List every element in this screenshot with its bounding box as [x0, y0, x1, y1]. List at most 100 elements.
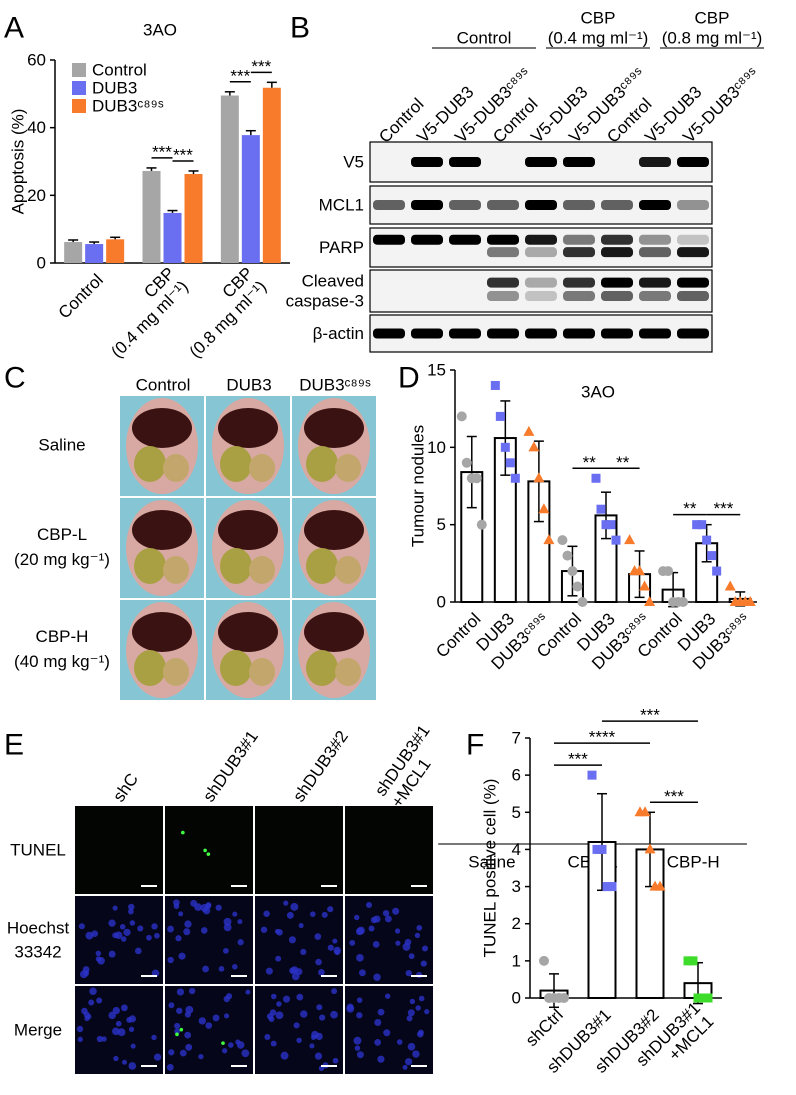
blot-band	[449, 328, 481, 339]
column-label: shDUB3#1	[199, 727, 262, 805]
data-point	[533, 472, 545, 483]
nucleus	[113, 1055, 119, 1062]
data-point	[602, 882, 612, 892]
nucleus	[121, 1059, 127, 1065]
nucleus	[174, 1028, 180, 1035]
nucleus	[119, 924, 126, 930]
photo-gut	[249, 658, 275, 686]
row-label: 33342	[14, 943, 61, 962]
nucleus	[232, 911, 238, 917]
significance-label: ***	[714, 499, 734, 518]
y-axis-label: Tumour nodules	[409, 425, 428, 547]
nucleus	[416, 924, 423, 931]
photo-gut	[134, 446, 166, 482]
y-tick-label: 10	[427, 438, 446, 457]
blot-band	[639, 247, 671, 258]
photo-gut	[163, 658, 189, 686]
tunel-signal	[206, 852, 211, 856]
data-point	[693, 993, 703, 1003]
nucleus	[112, 905, 118, 911]
nucleus	[408, 953, 415, 960]
nucleus	[153, 1053, 162, 1061]
nucleus	[286, 911, 294, 919]
nucleus	[223, 917, 232, 926]
row-label: Hoechst	[7, 919, 70, 938]
data-point	[698, 993, 708, 1003]
nucleus	[327, 906, 334, 913]
nucleus	[290, 902, 299, 911]
nucleus	[368, 925, 375, 932]
nucleus	[174, 1022, 181, 1029]
nucleus	[137, 925, 144, 932]
photo-gut	[134, 548, 166, 584]
legend-swatch	[72, 63, 86, 77]
nucleus	[95, 950, 102, 957]
nucleus	[223, 923, 232, 932]
nucleus	[168, 1002, 175, 1009]
nucleus	[370, 916, 378, 924]
nucleus	[108, 919, 116, 927]
nucleus	[269, 1009, 277, 1016]
nucleus	[96, 997, 103, 1004]
nucleus	[396, 1039, 403, 1045]
data-point	[692, 520, 702, 530]
data-point	[724, 580, 736, 591]
significance-label: **	[683, 499, 697, 518]
nucleus	[85, 931, 94, 940]
nucleus	[274, 928, 280, 934]
bar	[220, 95, 239, 264]
data-point	[557, 535, 568, 546]
nucleus	[225, 993, 233, 1000]
photo-gut	[220, 446, 252, 482]
blot-band	[563, 234, 595, 245]
nucleus	[405, 1058, 413, 1066]
nucleus	[120, 936, 127, 942]
data-point	[611, 535, 621, 545]
data-point	[688, 956, 698, 966]
data-point	[476, 519, 487, 530]
significance-label: ****	[589, 728, 616, 747]
x-tick-label: Control	[55, 270, 107, 322]
data-point	[744, 596, 756, 606]
nucleus	[319, 1014, 326, 1021]
significance-label: ***	[230, 66, 250, 85]
nucleus	[205, 902, 212, 910]
nucleus	[309, 1043, 315, 1049]
y-tick-label: 0	[437, 593, 446, 612]
data-point	[562, 550, 573, 561]
blot-band	[601, 277, 633, 288]
blot-band	[487, 234, 519, 245]
nucleus	[275, 955, 282, 962]
nucleus	[392, 907, 400, 915]
nucleus	[112, 1006, 120, 1015]
blot-band	[411, 200, 443, 210]
column-label: shDUB3#2	[289, 727, 352, 805]
nucleus	[334, 949, 340, 956]
panel-letter: E	[4, 729, 24, 762]
nucleus	[112, 932, 119, 939]
tunel-signal	[181, 830, 185, 835]
blot-band	[639, 157, 671, 167]
nucleus	[128, 908, 134, 915]
blot-row-label: PARP	[319, 238, 364, 257]
group-label: CBP-H	[667, 853, 720, 872]
blot-band	[563, 291, 595, 302]
group-label: Saline	[468, 853, 515, 872]
y-tick-label: 2	[512, 914, 521, 933]
blot-band	[373, 328, 405, 339]
blot-band	[677, 234, 709, 245]
data-point	[461, 457, 472, 468]
nucleus	[309, 911, 316, 917]
blot-group-label: (0.8 mg ml⁻¹)	[662, 29, 763, 48]
blot-band	[639, 291, 671, 302]
nucleus	[89, 987, 97, 995]
photo-gut	[335, 556, 361, 584]
nucleus	[420, 960, 427, 967]
column-label: shC	[109, 770, 142, 806]
row-label: (20 mg kg⁻¹)	[14, 550, 110, 569]
blot-band	[487, 277, 519, 288]
nucleus	[117, 1028, 126, 1037]
nucleus	[205, 1022, 213, 1029]
nucleus	[176, 988, 185, 996]
data-point	[505, 458, 515, 468]
